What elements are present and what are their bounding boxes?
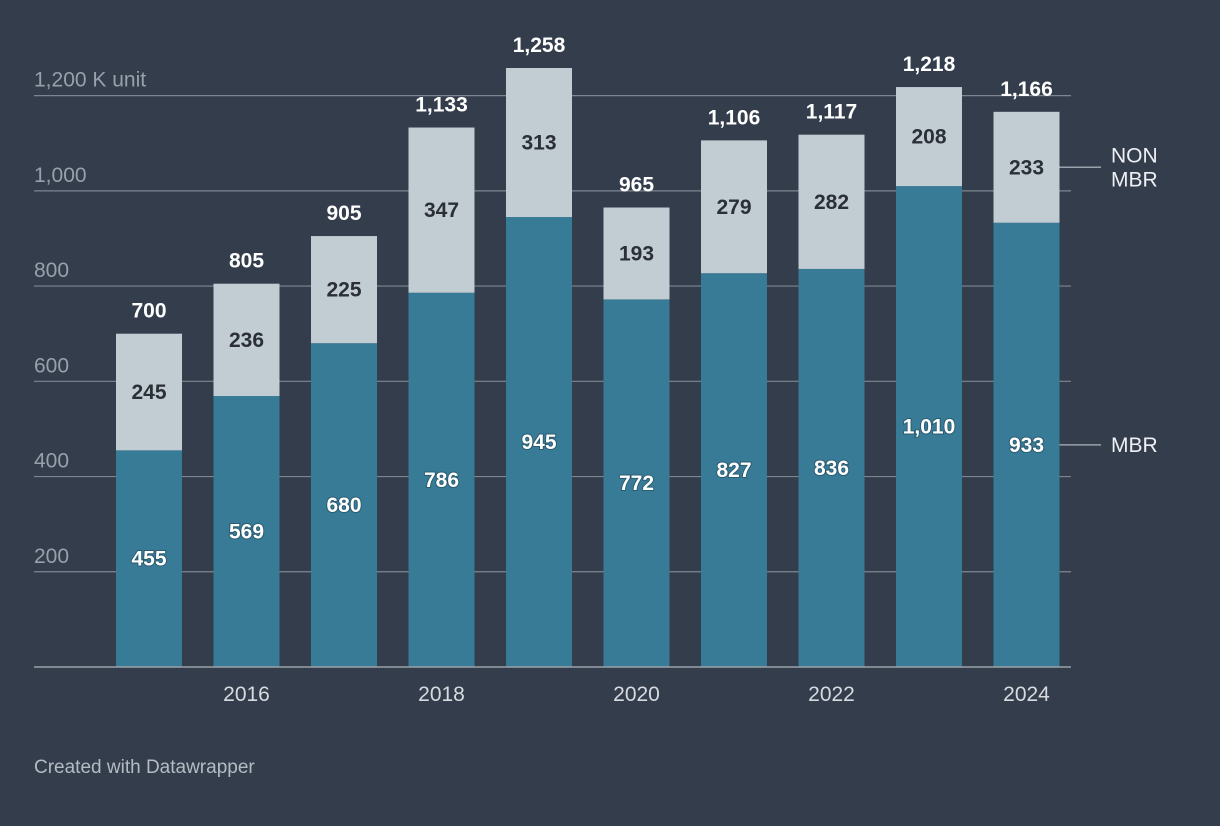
x-tick-label: 2024 xyxy=(1003,683,1050,706)
mbr-value-label: 933 xyxy=(1009,434,1044,457)
non-mbr-value-label: 245 xyxy=(131,381,166,404)
non-mbr-value-label: 208 xyxy=(911,126,946,149)
mbr-value-label: 786 xyxy=(424,469,459,492)
total-value-label: 805 xyxy=(229,250,264,273)
mbr-value-label: 1,010 xyxy=(903,416,956,439)
non-mbr-value-label: 313 xyxy=(521,132,556,155)
total-value-label: 1,106 xyxy=(708,106,761,129)
mbr-value-label: 945 xyxy=(521,431,556,454)
total-value-label: 1,117 xyxy=(806,101,857,124)
total-value-label: 700 xyxy=(131,300,166,323)
y-tick-label: 200 xyxy=(34,545,69,568)
bar-non-mbr xyxy=(993,111,1060,223)
non-mbr-value-label: 233 xyxy=(1009,156,1044,179)
legend-label-non-mbr: MBR xyxy=(1111,168,1158,191)
bar-non-mbr xyxy=(896,87,962,187)
non-mbr-value-label: 347 xyxy=(424,199,459,222)
bar-non-mbr xyxy=(408,127,475,293)
non-mbr-value-label: 225 xyxy=(326,279,361,302)
bar-non-mbr xyxy=(213,283,280,397)
total-value-label: 1,218 xyxy=(903,53,956,76)
total-value-label: 1,258 xyxy=(513,34,566,57)
x-tick-label: 2020 xyxy=(613,683,660,706)
bar-non-mbr xyxy=(701,140,767,274)
total-value-label: 1,133 xyxy=(415,94,468,117)
y-tick-label: 1,000 xyxy=(34,164,87,187)
bar-non-mbr xyxy=(311,236,377,344)
non-mbr-value-label: 279 xyxy=(716,196,751,219)
total-value-label: 965 xyxy=(619,174,654,197)
y-tick-label: 1,200 K unit xyxy=(34,69,146,92)
total-value-label: 905 xyxy=(326,202,361,225)
x-tick-label: 2018 xyxy=(418,683,465,706)
x-tick-label: 2022 xyxy=(808,683,855,706)
mbr-value-label: 455 xyxy=(131,548,166,571)
non-mbr-value-label: 282 xyxy=(814,191,849,214)
y-tick-label: 600 xyxy=(34,354,69,377)
bar-mbr xyxy=(408,292,475,667)
mbr-value-label: 680 xyxy=(326,494,361,517)
mbr-value-label: 836 xyxy=(814,457,849,480)
footer-credit: Created with Datawrapper xyxy=(34,757,255,778)
mbr-value-label: 569 xyxy=(229,521,264,544)
bar-non-mbr xyxy=(506,68,572,218)
mbr-value-label: 827 xyxy=(716,459,751,482)
y-tick-label: 800 xyxy=(34,259,69,282)
bar-non-mbr xyxy=(116,333,182,451)
bar-mbr xyxy=(701,273,767,667)
bar-mbr xyxy=(213,396,280,667)
bar-non-mbr xyxy=(798,134,865,269)
bar-mbr xyxy=(506,217,572,667)
bar-mbr xyxy=(116,450,182,667)
bar-mbr xyxy=(311,343,377,667)
bar-mbr xyxy=(993,222,1060,667)
legend-label-non-mbr: NON xyxy=(1111,144,1158,167)
bar-mbr xyxy=(896,186,962,667)
bar-non-mbr xyxy=(603,207,670,300)
x-tick-label: 2016 xyxy=(223,683,270,706)
mbr-value-label: 772 xyxy=(619,472,654,495)
bar-mbr xyxy=(798,268,865,667)
non-mbr-value-label: 236 xyxy=(229,329,264,352)
legend-label-mbr: MBR xyxy=(1111,434,1158,457)
total-value-label: 1,166 xyxy=(1000,78,1053,101)
non-mbr-value-label: 193 xyxy=(619,242,654,265)
bar-mbr xyxy=(603,299,670,667)
y-tick-label: 400 xyxy=(34,450,69,473)
